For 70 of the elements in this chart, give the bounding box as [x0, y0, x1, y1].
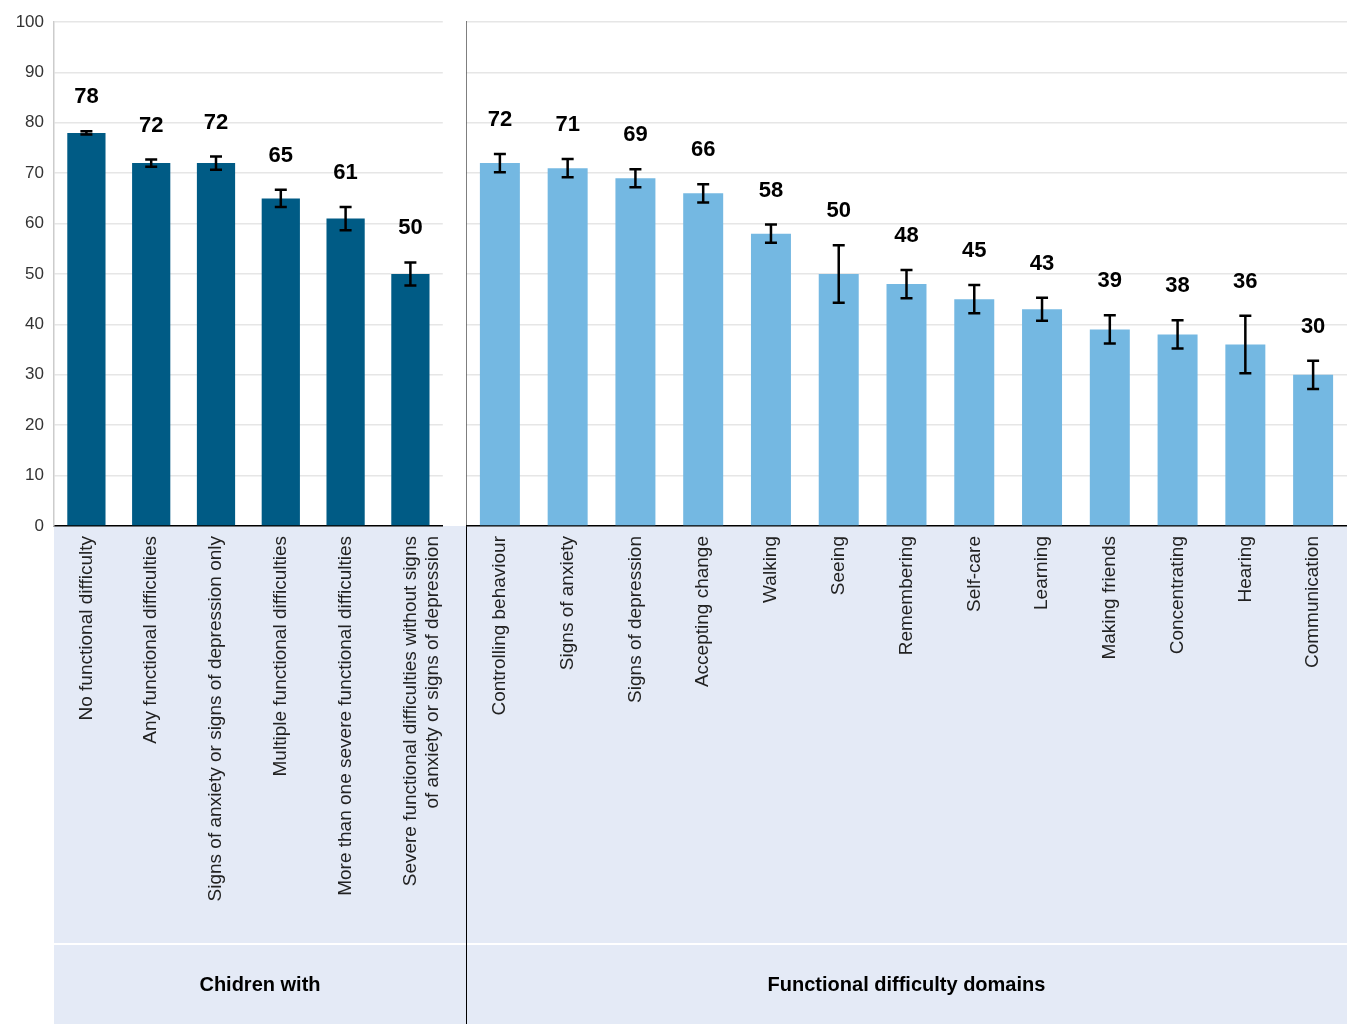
data-label: 69	[623, 121, 648, 147]
x-tick-label: Hearing	[1233, 536, 1255, 603]
bar	[1225, 344, 1266, 526]
x-tick-label: Seeing	[826, 536, 848, 596]
data-label: 71	[555, 111, 580, 137]
y-tick-label: 60	[25, 213, 44, 233]
x-tick-label: Remembering	[894, 536, 916, 656]
data-label: 58	[758, 176, 784, 202]
x-tick-label: Signs of depression	[623, 536, 645, 703]
x-tick-label: Concentrating	[1165, 536, 1187, 655]
data-label: 45	[962, 237, 987, 263]
x-tick-label: Making friends	[1098, 536, 1120, 660]
x-tick-label: Controlling behaviour	[488, 535, 510, 716]
bar	[615, 178, 656, 526]
x-tick-label: Signs of anxiety	[555, 535, 577, 671]
bar	[391, 274, 430, 526]
x-axis-title: Chidren with	[54, 945, 466, 1024]
y-tick-label: 90	[25, 62, 44, 82]
bar	[1157, 334, 1198, 526]
x-tick-label: Communication	[1301, 536, 1323, 668]
data-label: 48	[894, 221, 919, 247]
x-tick-label: Learning	[1030, 536, 1052, 610]
x-tick-label: Walking	[759, 536, 781, 603]
bar	[818, 274, 859, 526]
bar	[479, 163, 520, 526]
bar	[1089, 329, 1130, 526]
data-label: 50	[826, 197, 851, 223]
bar	[1293, 374, 1334, 526]
data-label: 38	[1165, 272, 1190, 298]
data-label: 30	[1300, 312, 1326, 338]
bar	[196, 163, 236, 526]
data-label: 72	[138, 111, 164, 137]
x-tick-label: Multiple functional difficulties	[269, 536, 291, 777]
data-label: 72	[487, 106, 513, 132]
data-label: 43	[1029, 249, 1055, 275]
x-tick-label: More than one severe functional difficulties	[333, 536, 355, 896]
x-tick-label: Severe functional difficulties without signs of anxiety or signs of depression	[398, 536, 443, 887]
data-label: 36	[1233, 267, 1258, 293]
bar	[886, 284, 927, 526]
y-tick-label: 50	[25, 263, 44, 283]
data-label: 65	[268, 141, 294, 167]
x-tick-label: Any functional difficulties	[139, 536, 161, 744]
data-label: 39	[1097, 267, 1123, 293]
bar	[132, 163, 171, 526]
bar	[261, 198, 300, 526]
y-tick-label: 0	[34, 515, 44, 535]
data-label: 61	[333, 158, 358, 184]
x-tick-label: Self-care	[962, 536, 984, 613]
bar	[1022, 309, 1063, 526]
x-tick-label: Accepting change	[691, 536, 713, 688]
y-tick-label: 10	[25, 465, 44, 485]
y-tick-label: 100	[15, 11, 44, 31]
bar	[547, 168, 588, 526]
bar	[683, 193, 724, 526]
data-label: 78	[74, 83, 99, 109]
y-tick-label: 70	[25, 162, 44, 182]
x-axis-title: Functional difficulty domains	[466, 945, 1347, 1024]
y-tick-label: 80	[25, 112, 44, 132]
data-label: 66	[690, 136, 716, 162]
bar	[67, 132, 106, 526]
bar	[326, 218, 365, 526]
x-tick-label: Signs of anxiety or signs of depression only	[204, 535, 226, 902]
bar	[750, 233, 791, 526]
data-label: 50	[398, 214, 423, 240]
y-tick-label: 40	[25, 314, 44, 334]
y-tick-label: 30	[25, 364, 44, 384]
x-tick-label: No functional difficulty	[74, 535, 96, 721]
bar	[954, 299, 995, 526]
y-tick-label: 20	[25, 414, 44, 434]
data-label: 72	[203, 108, 229, 134]
